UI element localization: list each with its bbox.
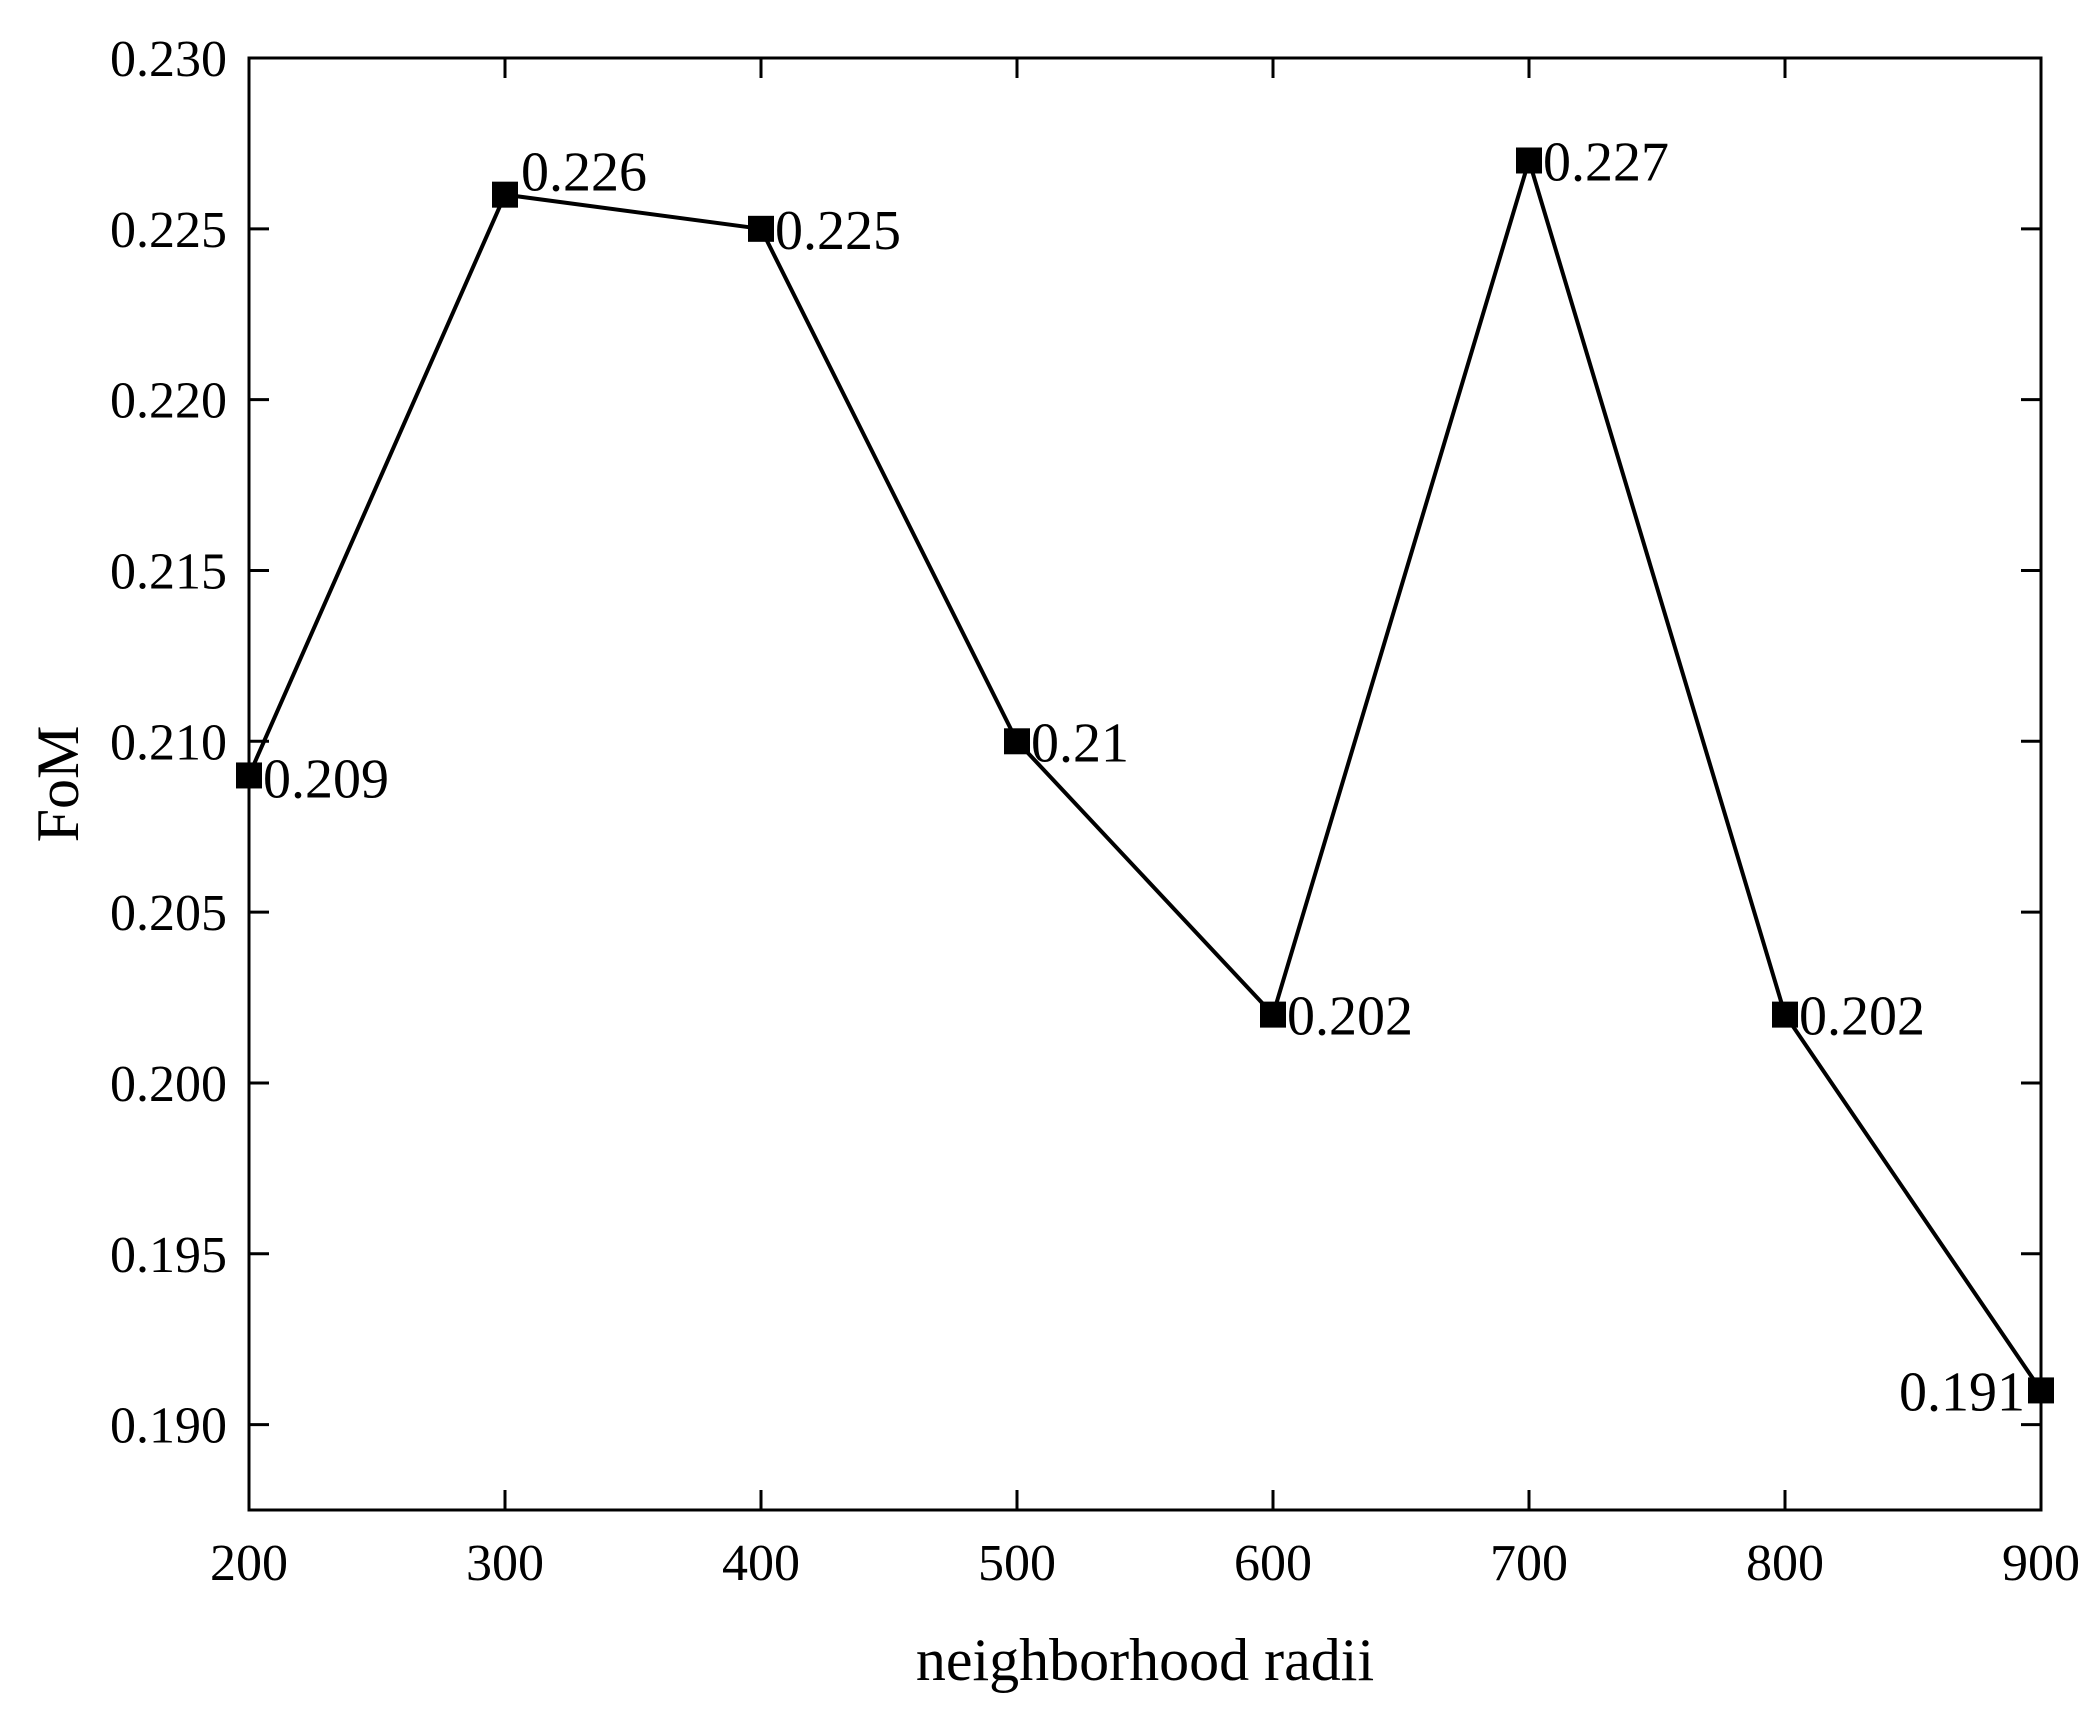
x-tick-label: 900 (2002, 1535, 2080, 1592)
data-label: 0.227 (1543, 131, 1669, 193)
plot-frame (247, 56, 2043, 1512)
data-point-marker (748, 215, 774, 242)
series-layer (247, 153, 2043, 1392)
y-tick-label: 0.225 (110, 202, 227, 259)
data-label: 0.191 (1899, 1361, 2025, 1423)
y-tick-label: 0.190 (110, 1398, 227, 1455)
data-label: 0.225 (775, 200, 901, 262)
x-tick-label: 800 (1746, 1535, 1824, 1592)
y-tick-labels: 0.190 0.195 0.200 0.205 0.210 0.215 0.220 0.225… (110, 31, 227, 1455)
data-point-marker (492, 181, 518, 208)
x-tick-label: 600 (1234, 1535, 1312, 1592)
y-tick-label: 0.215 (110, 543, 227, 600)
y-tick-label: 0.220 (110, 373, 227, 430)
y-axis-title: FoM (25, 726, 91, 843)
data-label: 0.226 (521, 142, 647, 204)
y-tick-label: 0.195 (110, 1227, 227, 1284)
x-tick-label: 300 (466, 1535, 544, 1592)
data-point-marker (1004, 728, 1030, 755)
data-point-marker (1260, 1001, 1286, 1028)
y-tick-label: 0.205 (110, 885, 227, 942)
data-label: 0.209 (263, 748, 389, 810)
x-tick-label: 500 (978, 1535, 1056, 1592)
data-label: 0.202 (1287, 986, 1413, 1048)
y-tick-label: 0.230 (110, 31, 227, 88)
x-axis-title: neighborhood radii (916, 1627, 1374, 1693)
y-tick-label: 0.200 (110, 1056, 227, 1113)
series-line (247, 153, 2043, 1392)
data-labels: 0.209 0.226 0.225 0.21 0.202 0.227 0.202 0.191 (263, 131, 2025, 1423)
data-label: 0.21 (1031, 712, 1129, 774)
x-tick-labels: 200 300 400 500 600 700 800 900 (210, 1535, 2080, 1592)
x-tick-label: 400 (722, 1535, 800, 1592)
markers-layer (236, 147, 2054, 1404)
data-point-marker (1772, 1001, 1798, 1028)
y-tick-label: 0.210 (110, 714, 227, 771)
data-label: 0.202 (1799, 986, 1925, 1048)
data-point-marker (1516, 147, 1542, 174)
x-tick-label: 700 (1490, 1535, 1568, 1592)
x-tick-label: 200 (210, 1535, 288, 1592)
tick-marks (247, 56, 2043, 1510)
